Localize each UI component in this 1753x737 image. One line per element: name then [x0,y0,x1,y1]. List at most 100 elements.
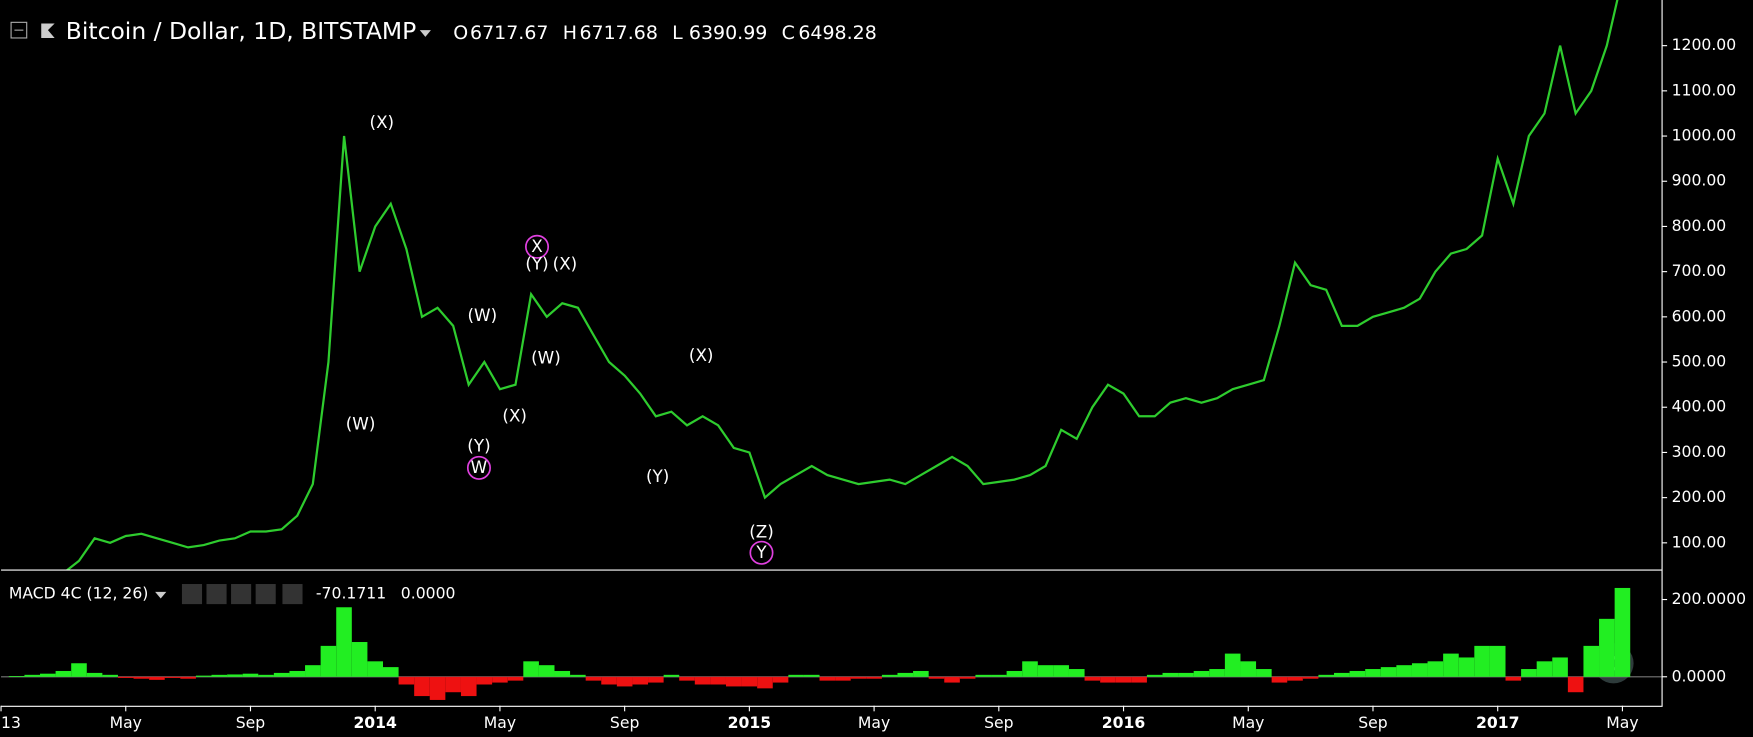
macd-bar [367,661,383,677]
flag-icon[interactable] [41,23,55,38]
macd-bar [1162,672,1179,677]
wave-label: (W) [467,305,497,325]
macd-title[interactable]: MACD 4C (12, 26) [9,584,149,603]
x-tick-label: May [1606,713,1638,732]
macd-bar [507,676,524,681]
macd-bar [460,676,477,697]
macd-bar [1536,661,1553,677]
macd-bar [445,676,461,693]
ohlc-value: 6498.28 [798,22,876,44]
macd-bar [1567,676,1584,693]
macd-dropdown[interactable] [155,591,167,599]
macd-bar [289,670,306,677]
macd-bar [1209,669,1225,677]
macd-bar [570,674,586,677]
x-tick-label: May [110,713,142,732]
macd-bar [1365,669,1381,677]
wave-label: (X) [553,254,578,274]
macd-bar [429,676,446,700]
collapse-button[interactable] [10,21,28,39]
macd-bar [336,607,352,677]
macd-bar [585,676,602,681]
macd-tools [181,584,303,605]
symbol-title[interactable]: Bitcoin / Dollar, 1D, BITSTAMP [66,17,416,45]
macd-bar [398,676,415,685]
macd-bar [1334,672,1350,677]
x-tick-label: 2015 [728,713,772,732]
tool-add[interactable] [255,584,276,605]
macd-bar [554,670,571,677]
y-tick-label: 1000.00 [1672,126,1737,145]
y-tick-label: 1200.00 [1672,35,1737,54]
macd-bar [8,675,25,677]
tool-source[interactable] [231,584,252,605]
macd-bar [850,676,867,679]
macd-bar [523,661,539,677]
macd-bar [866,676,882,679]
symbol-dropdown[interactable] [419,30,431,37]
ohlc-label: H [563,22,577,44]
macd-bar [24,674,41,677]
macd-bar [1427,661,1444,677]
macd-bar [1287,676,1303,681]
macd-bar [1583,645,1600,677]
macd-bar [928,676,945,679]
macd-bar [1474,645,1490,677]
macd-bar [320,645,337,677]
macd-bar [881,674,898,677]
macd-bar [1411,663,1428,677]
macd-bar [55,670,72,677]
macd-bar [305,665,321,677]
wave-label: (W) [346,413,376,433]
macd-bar [694,676,711,685]
macd-bar [725,676,742,687]
macd-bar [242,673,259,677]
macd-bar [1053,665,1069,677]
macd-bar [1349,670,1366,677]
macd-bar [975,674,992,677]
macd-bar [1084,676,1101,681]
macd-bar [1131,676,1147,683]
y-tick-label: 200.00 [1672,487,1727,506]
tool-visibility[interactable] [181,584,203,605]
macd-bar [1318,674,1335,677]
macd-bar [71,663,87,677]
macd-bar [1022,661,1038,677]
x-tick-label: Sep [236,713,266,732]
macd-bar [616,676,633,687]
macd-bar [710,676,726,685]
macd-bar [1599,618,1615,677]
x-tick-label: May [858,713,890,732]
x-tick-label: May [1232,713,1264,732]
macd-bar [1224,653,1241,677]
x-tick-label: May [484,713,516,732]
wave-label: X [531,236,542,256]
ohlc-label: O [453,22,468,44]
macd-bar [741,676,758,687]
macd-bar [1193,670,1210,677]
macd-bar [1396,665,1412,677]
macd-bar [772,676,789,683]
wave-circle [525,234,550,259]
macd-bar [117,676,134,678]
macd-bar [538,665,555,677]
wave-label: (Y) [525,254,548,274]
wave-label: (Y) [646,466,669,486]
macd-bar [195,675,212,677]
y-tick-label: 700.00 [1672,261,1727,280]
tool-remove[interactable] [282,584,303,605]
macd-bar [351,642,368,677]
macd-bar [1505,676,1522,681]
macd-bar [1146,674,1163,677]
macd-bar [897,672,914,677]
tool-settings[interactable] [206,584,227,605]
macd-bar [803,674,820,677]
wave-label: (X) [502,406,527,426]
macd-bar [258,674,274,677]
wave-label: (X) [370,112,395,132]
macd-bar [414,676,430,697]
macd-bar [149,676,165,680]
y-tick-label: 500.00 [1672,352,1727,371]
